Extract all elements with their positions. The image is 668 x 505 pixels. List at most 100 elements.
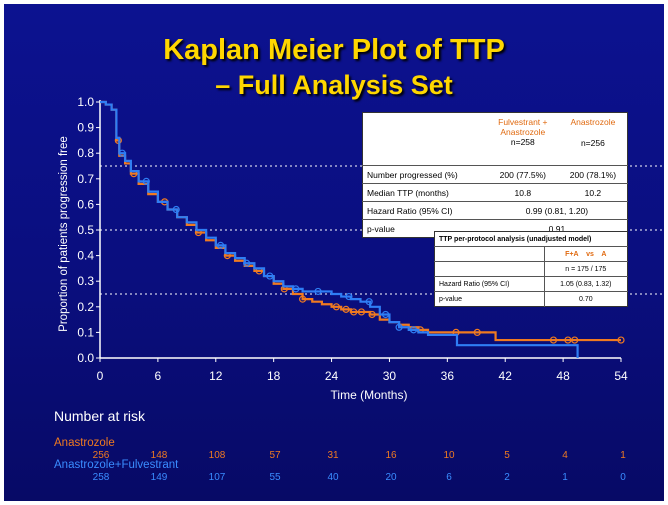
- x-tick-label: 24: [325, 369, 339, 383]
- pp-header-fa: F+A: [565, 250, 579, 258]
- header-fulvestrant-line2: Anastrozole: [500, 127, 546, 137]
- table-row: Median TTP (months) 10.8 10.2: [362, 183, 628, 202]
- pp-hazard-label: Hazard Ratio (95% CI): [434, 276, 545, 292]
- results-header-blank: [363, 113, 487, 166]
- y-tick-label: 0.1: [77, 325, 94, 339]
- risk-count-combination: 2: [504, 472, 510, 483]
- row-value-fulvestrant: 200 (77.5%): [486, 165, 559, 184]
- combination-censor-mark: [381, 310, 390, 319]
- y-tick-label: 0.8: [77, 146, 94, 160]
- risk-count-anastrozole: 31: [327, 450, 339, 461]
- combination-censor-mark: [172, 205, 180, 214]
- results-table: Fulvestrant + Anastrozole n=258 Anastroz…: [362, 112, 628, 238]
- x-tick-label: 48: [556, 369, 570, 383]
- row-value-fulvestrant: 10.8: [486, 183, 559, 202]
- risk-count-anastrozole: 10: [443, 450, 455, 461]
- risk-count-combination: 40: [327, 472, 339, 483]
- per-protocol-caption-row: TTP per-protocol analysis (unadjusted mo…: [435, 232, 628, 247]
- combination-censor-mark: [314, 287, 322, 296]
- header-anastrozole-n: n=256: [580, 138, 605, 148]
- risk-count-anastrozole: 256: [92, 450, 110, 461]
- y-tick-label: 0.5: [77, 223, 94, 237]
- pp-header-blank: [434, 246, 545, 262]
- x-tick-label: 36: [441, 369, 455, 383]
- pp-n-blank: [434, 261, 545, 277]
- anastrozole-censor-mark: [571, 336, 579, 344]
- risk-count-combination: 149: [150, 472, 168, 483]
- risk-count-anastrozole: 1: [620, 450, 626, 461]
- y-tick-label: 0.6: [77, 197, 94, 211]
- row-label: Median TTP (months): [362, 183, 487, 202]
- risk-count-anastrozole: 148: [150, 450, 168, 461]
- pp-header-a: A: [601, 250, 607, 258]
- anastrozole-censor-mark: [549, 336, 558, 344]
- y-axis-label: Proportion of patients progression free: [58, 136, 70, 332]
- anastrozole-censor-mark: [350, 308, 358, 316]
- risk-count-anastrozole: 16: [385, 450, 397, 461]
- combination-censor-mark: [217, 241, 225, 249]
- row-label: Number progressed (%): [362, 165, 487, 184]
- x-tick-label: 54: [614, 369, 628, 383]
- y-tick-label: 0.0: [77, 351, 94, 365]
- combination-censor-mark: [118, 149, 126, 157]
- combination-censor-mark: [409, 326, 418, 334]
- x-tick-label: 0: [97, 369, 104, 383]
- risk-count-anastrozole: 4: [562, 450, 568, 461]
- row-value-anastrozole: 200 (78.1%): [558, 165, 628, 184]
- y-tick-label: 0.3: [77, 274, 94, 288]
- combination-censor-mark: [266, 272, 274, 280]
- combination-censor-mark: [142, 177, 150, 185]
- x-tick-label: 12: [209, 369, 223, 383]
- table-row: F+A vs A: [434, 246, 628, 262]
- anastrozole-censor-mark: [299, 295, 307, 303]
- risk-group-combination: Anastrozole+Fulvestrant: [54, 459, 179, 471]
- x-axis-label: Time (Months): [331, 388, 408, 402]
- y-tick-label: 0.2: [77, 300, 94, 314]
- row-value-anastrozole: 10.2: [558, 183, 628, 202]
- slide-title: Kaplan Meier Plot of TTP: [163, 34, 505, 66]
- results-header-fulvestrant: Fulvestrant + Anastrozole n=258: [487, 113, 559, 166]
- combination-censor-mark: [243, 259, 251, 267]
- combination-censor-mark: [292, 285, 300, 293]
- combination-censor-mark: [345, 292, 353, 301]
- risk-count-combination: 1: [562, 472, 568, 483]
- table-row: Hazard Ratio (95% CI) 1.05 (0.83, 1.32): [434, 276, 628, 292]
- combination-censor-mark: [365, 298, 373, 306]
- slide-subtitle: – Full Analysis Set: [215, 70, 453, 100]
- anastrozole-censor-mark: [332, 303, 340, 311]
- risk-count-anastrozole: 108: [208, 450, 226, 461]
- anastrozole-censor-mark: [368, 310, 376, 319]
- anastrozole-censor-mark: [473, 328, 481, 336]
- results-table-header: Fulvestrant + Anastrozole n=258 Anastroz…: [363, 113, 628, 166]
- risk-count-combination: 0: [620, 472, 626, 483]
- risk-count-anastrozole: 5: [504, 450, 510, 461]
- x-tick-label: 18: [267, 369, 281, 383]
- risk-table-title: Number at risk: [54, 408, 146, 424]
- header-fulvestrant-n: n=258: [510, 137, 535, 147]
- anastrozole-censor-mark: [357, 308, 366, 316]
- y-tick-label: 0.7: [77, 172, 94, 186]
- per-protocol-caption: TTP per-protocol analysis (unadjusted mo…: [439, 235, 592, 243]
- pp-hazard-value: 1.05 (0.83, 1.32): [543, 276, 628, 292]
- y-tick-label: 1.0: [77, 95, 94, 109]
- risk-count-combination: 107: [208, 472, 226, 483]
- results-header-anastrozole: Anastrozole n=256: [559, 113, 628, 166]
- x-tick-label: 6: [155, 369, 162, 383]
- header-anastrozole-name: Anastrozole: [570, 117, 616, 127]
- y-tick-label: 0.9: [77, 121, 94, 135]
- pp-header: F+A vs A: [543, 246, 628, 262]
- risk-count-anastrozole: 57: [269, 450, 281, 461]
- slide: Kaplan Meier Plot of TTP – Full Analysis…: [4, 4, 664, 501]
- risk-group-anastrozole: Anastrozole: [54, 437, 115, 449]
- pp-header-vs: vs: [586, 250, 594, 258]
- risk-count-combination: 20: [385, 472, 397, 483]
- risk-count-combination: 55: [269, 472, 281, 483]
- table-row: p-value 0.70: [434, 291, 628, 307]
- pp-p-value: 0.70: [543, 291, 628, 307]
- hazard-ratio-label: Hazard Ratio (95% CI): [362, 201, 487, 220]
- pp-p-label: p-value: [434, 291, 545, 307]
- x-tick-label: 30: [383, 369, 397, 383]
- combination-curve: [100, 100, 579, 358]
- table-row: Hazard Ratio (95% CI) 0.99 (0.81, 1.20): [362, 201, 628, 220]
- anastrozole-censor-mark: [342, 305, 350, 313]
